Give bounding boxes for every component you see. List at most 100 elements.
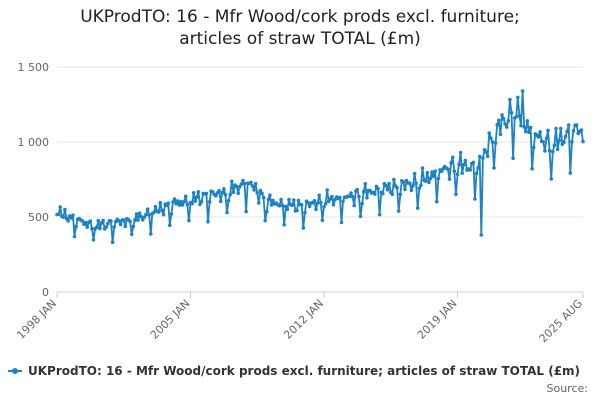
data-point	[458, 150, 463, 155]
data-point	[296, 198, 301, 203]
data-point	[425, 171, 430, 175]
data-point	[144, 212, 148, 217]
data-point	[551, 149, 555, 154]
series-group	[55, 89, 585, 244]
data-point	[280, 203, 285, 208]
data-point	[462, 162, 466, 167]
chart-title-line-1: UKProdTO: 16 - Mfr Wood/cork prods excl.…	[80, 7, 520, 27]
chart-title: UKProdTO: 16 - Mfr Wood/cork prods excl.…	[0, 6, 600, 50]
data-point	[350, 194, 355, 199]
data-point	[581, 139, 585, 144]
data-point	[376, 186, 380, 191]
data-point	[522, 125, 526, 129]
data-point	[355, 187, 360, 192]
data-point	[110, 240, 115, 244]
data-point	[307, 204, 312, 209]
data-point	[112, 225, 116, 229]
data-point	[109, 219, 113, 223]
data-point	[129, 232, 134, 237]
data-point	[516, 95, 520, 100]
data-point	[72, 234, 77, 239]
data-point	[260, 191, 264, 196]
data-point	[549, 177, 553, 181]
data-point	[449, 160, 453, 165]
data-point	[158, 200, 163, 205]
data-point	[56, 212, 61, 216]
data-point	[552, 143, 557, 148]
data-point	[484, 150, 488, 154]
data-point	[450, 155, 455, 160]
data-point	[562, 140, 566, 144]
data-point	[171, 200, 175, 204]
legend-series-label: UKProdTO: 16 - Mfr Wood/cork prods excl.…	[28, 364, 581, 378]
data-point	[357, 194, 361, 199]
data-point	[519, 123, 523, 128]
data-point	[504, 125, 509, 129]
data-point	[349, 191, 353, 195]
data-point	[403, 187, 407, 192]
data-point	[497, 118, 501, 123]
data-point	[414, 181, 418, 186]
data-point	[91, 238, 96, 242]
data-point	[543, 149, 547, 153]
data-point	[303, 210, 307, 215]
data-point	[185, 202, 190, 207]
data-point	[501, 116, 506, 121]
data-point	[187, 218, 191, 223]
data-point	[168, 223, 172, 227]
data-point	[266, 197, 271, 202]
data-point	[381, 191, 385, 196]
data-point	[98, 226, 102, 231]
data-point	[544, 136, 549, 141]
data-point	[183, 194, 188, 199]
data-point	[137, 211, 142, 215]
data-point	[538, 130, 542, 134]
data-point	[555, 147, 560, 152]
y-tick-label: 0	[42, 286, 49, 299]
data-point	[474, 171, 479, 176]
x-tick-label: 1998 JAN	[14, 297, 59, 342]
data-point	[320, 218, 325, 222]
legend[interactable]: UKProdTO: 16 - Mfr Wood/cork prods excl.…	[8, 364, 580, 378]
data-point	[401, 180, 406, 184]
data-point	[563, 134, 568, 139]
data-point	[511, 156, 515, 160]
data-point	[128, 219, 132, 224]
data-point	[258, 188, 263, 193]
data-point	[468, 168, 473, 172]
data-point	[490, 140, 495, 144]
data-point	[557, 138, 561, 143]
data-point	[255, 190, 259, 195]
data-point	[447, 177, 452, 181]
data-point	[284, 204, 288, 209]
source-label: Source:	[546, 382, 589, 395]
data-point	[531, 145, 536, 150]
data-point	[85, 225, 89, 229]
data-point	[74, 224, 78, 229]
data-point	[579, 128, 584, 132]
data-point	[427, 180, 431, 185]
data-point	[257, 201, 261, 205]
data-point	[352, 203, 357, 208]
data-point	[524, 129, 528, 134]
data-point	[493, 141, 498, 145]
data-point	[514, 115, 519, 119]
data-point	[528, 125, 533, 130]
data-point	[207, 200, 212, 204]
data-point	[520, 89, 525, 93]
data-point	[204, 191, 209, 196]
data-point	[433, 169, 438, 173]
data-point	[153, 204, 158, 209]
data-point	[365, 196, 369, 200]
data-point	[269, 203, 274, 207]
data-point	[169, 212, 174, 216]
data-point	[277, 203, 282, 208]
x-tick-label: 2005 JAN	[148, 297, 193, 342]
data-point	[457, 162, 461, 167]
data-point	[239, 182, 244, 186]
data-point	[477, 154, 482, 159]
data-point	[228, 192, 232, 197]
data-point	[234, 184, 239, 189]
data-point	[436, 176, 441, 181]
